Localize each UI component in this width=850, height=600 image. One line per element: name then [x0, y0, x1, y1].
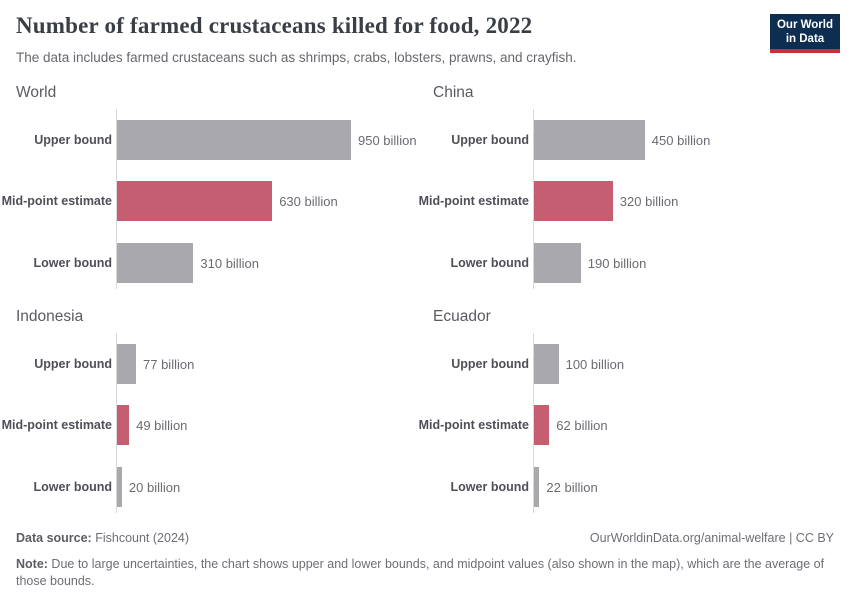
bar-row: Lower bound 20 billion	[16, 467, 425, 507]
bar-row: Upper bound 950 billion	[16, 120, 425, 160]
category-label: Lower bound	[33, 480, 112, 494]
panel-plot: Upper bound 100 billion Mid-point estimate…	[418, 333, 842, 513]
category-label: Mid-point estimate	[418, 194, 529, 208]
value-label: 630 billion	[279, 193, 338, 209]
category-label: Upper bound	[451, 133, 529, 147]
panel-title: World	[16, 84, 57, 101]
chart-title: Number of farmed crustaceans killed for …	[16, 13, 533, 38]
y-axis-line	[533, 333, 534, 513]
bar-row: Lower bound 22 billion	[433, 467, 842, 507]
panel-title: Indonesia	[16, 308, 84, 325]
value-label: 22 billion	[546, 479, 598, 495]
bar-row: Mid-point estimate 630 billion	[1, 181, 425, 221]
owid-logo-line2: in Data	[785, 33, 825, 45]
footer-source-row: Data source: Fishcount (2024) OurWorldin…	[16, 531, 834, 545]
data-source-value: Fishcount (2024)	[91, 531, 190, 545]
category-label: Upper bound	[34, 357, 112, 371]
data-source: Data source: Fishcount (2024)	[16, 531, 189, 545]
bar[interactable]	[117, 405, 130, 445]
footnote-value: Due to large uncertainties, the chart sh…	[16, 557, 825, 588]
panel-plot: Upper bound 450 billion Mid-point estimate…	[418, 109, 842, 289]
value-label: 20 billion	[128, 479, 181, 495]
value-label: 77 billion	[143, 356, 195, 372]
bar-row: Upper bound 100 billion	[433, 344, 842, 384]
value-label: 320 billion	[619, 193, 679, 209]
value-label: 950 billion	[358, 132, 417, 148]
bar-row: Mid-point estimate 62 billion	[418, 405, 842, 445]
country-panel: China Upper bound 450 billion Mid-point es…	[418, 84, 842, 289]
owid-logo[interactable]: Our World in Data	[770, 14, 840, 53]
owid-logo-line1: Our World	[776, 19, 833, 31]
bar[interactable]	[534, 467, 540, 507]
panel-title: Ecuador	[433, 308, 491, 325]
country-panel: Ecuador Upper bound 100 billion Mid-point …	[418, 308, 842, 513]
panel-plot: Upper bound 77 billion Mid-point estimate 4…	[1, 333, 425, 513]
value-label: 310 billion	[200, 255, 259, 271]
bar[interactable]	[117, 467, 122, 507]
bar-row: Upper bound 77 billion	[16, 344, 425, 384]
footnote-label: Note:	[16, 557, 48, 571]
bar[interactable]	[117, 344, 136, 384]
chart-subtitle: The data includes farmed crustaceans suc…	[16, 50, 577, 65]
category-label: Upper bound	[451, 357, 529, 371]
category-label: Upper bound	[34, 133, 112, 147]
bar-row: Mid-point estimate 320 billion	[418, 181, 842, 221]
y-axis-line	[116, 109, 117, 289]
bar[interactable]	[117, 120, 351, 160]
value-label: 100 billion	[565, 356, 625, 372]
country-panel: Indonesia Upper bound 77 billion Mid-point…	[1, 308, 425, 513]
category-label: Mid-point estimate	[1, 418, 112, 432]
bar-row: Mid-point estimate 49 billion	[1, 405, 425, 445]
bar-row: Lower bound 190 billion	[433, 243, 842, 283]
category-label: Lower bound	[450, 256, 529, 270]
bar[interactable]	[534, 243, 581, 283]
bar[interactable]	[534, 344, 559, 384]
panel-plot: Upper bound 950 billion Mid-point estimate…	[1, 109, 425, 289]
bar[interactable]	[534, 181, 613, 221]
value-label: 62 billion	[556, 417, 608, 433]
value-label: 190 billion	[587, 255, 647, 271]
bar[interactable]	[117, 243, 194, 283]
category-label: Lower bound	[450, 480, 529, 494]
bar-row: Lower bound 310 billion	[16, 243, 425, 283]
bar[interactable]	[117, 181, 273, 221]
bar-row: Upper bound 450 billion	[433, 120, 842, 160]
value-label: 450 billion	[651, 132, 711, 148]
bar[interactable]	[534, 405, 550, 445]
data-source-label: Data source:	[16, 531, 92, 545]
value-label: 49 billion	[136, 417, 188, 433]
category-label: Lower bound	[33, 256, 112, 270]
y-axis-line	[533, 109, 534, 289]
category-label: Mid-point estimate	[418, 418, 529, 432]
country-panel: World Upper bound 950 billion Mid-point es…	[1, 84, 425, 289]
panel-title: China	[433, 84, 474, 101]
bar[interactable]	[534, 120, 645, 160]
y-axis-line	[116, 333, 117, 513]
category-label: Mid-point estimate	[1, 194, 112, 208]
attribution-link[interactable]: OurWorldinData.org/animal-welfare | CC B…	[589, 531, 834, 545]
footnote: Note: Due to large uncertainties, the ch…	[16, 556, 830, 589]
